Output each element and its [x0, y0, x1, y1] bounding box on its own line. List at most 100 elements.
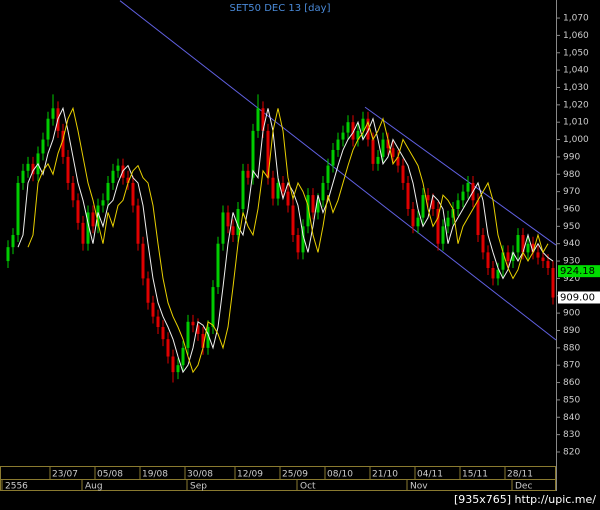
watermark: [935x765] http://upic.me/ [454, 493, 596, 506]
y-tick-label: 1,010 [563, 118, 589, 128]
date-label: 19/08 [142, 470, 168, 480]
candle-body [286, 191, 290, 206]
y-tick-label: 820 [563, 447, 580, 457]
y-tick-label: 950 [563, 222, 580, 232]
candle-body [356, 130, 360, 140]
candle-body [411, 208, 415, 227]
candle-body [441, 226, 445, 244]
date-label: 30/08 [187, 470, 213, 480]
date-label: 21/10 [372, 470, 398, 480]
candle-body [161, 327, 165, 340]
candle-body [76, 200, 80, 223]
candle-body [226, 212, 230, 227]
date-label: 25/09 [282, 470, 308, 480]
period-label: 2556 [5, 482, 28, 492]
ma-line [27, 106, 549, 374]
candle-body [461, 191, 465, 201]
y-tick-label: 850 [563, 395, 580, 405]
candle-body [111, 170, 115, 183]
candle-body [236, 208, 240, 236]
candle-body [221, 212, 225, 244]
candle-body [156, 316, 160, 328]
date-label: 28/11 [507, 470, 533, 480]
candle-body [181, 347, 185, 366]
price-tag-label: 924.18 [560, 266, 595, 277]
candle-body [46, 118, 50, 140]
candle-body [426, 195, 430, 201]
candle-body [101, 200, 105, 206]
candle-body [151, 302, 155, 317]
candle-body [491, 267, 495, 279]
y-tick-label: 880 [563, 343, 580, 353]
candle-body [521, 235, 525, 253]
candle-body [516, 235, 520, 253]
y-tick-label: 920 [563, 274, 580, 284]
candle-body [91, 212, 95, 227]
y-tick-label: 1,040 [563, 66, 589, 76]
candle-body [191, 321, 195, 326]
candle-body [321, 182, 325, 201]
candle-body [116, 165, 120, 171]
period-label: Sep [190, 482, 207, 492]
candle-body [391, 148, 395, 157]
candle-body [506, 252, 510, 262]
candle-body [311, 195, 315, 213]
candle-body [266, 130, 270, 178]
candle-body [366, 118, 370, 140]
candle-body [281, 182, 285, 192]
y-tick-label: 890 [563, 326, 580, 336]
y-tick-label: 960 [563, 204, 580, 214]
candle-body [86, 212, 90, 244]
trendline [364, 106, 557, 246]
candle-body [196, 325, 200, 334]
candle-body [231, 226, 235, 236]
candle-body [131, 182, 135, 206]
y-tick-label: 1,030 [563, 83, 589, 93]
candle-body [381, 139, 385, 157]
candle-body [176, 365, 180, 373]
candle-body [166, 339, 170, 357]
candle-body [96, 205, 100, 227]
date-label: 04/11 [417, 470, 443, 480]
candle-body [241, 170, 245, 209]
candle-body [386, 139, 390, 149]
candle-body [336, 139, 340, 150]
candle-body [476, 200, 480, 236]
price-tag [558, 265, 600, 278]
candle-body [246, 170, 250, 178]
candle-body [501, 252, 505, 270]
candle-body [41, 139, 45, 154]
period-label: Oct [300, 482, 316, 492]
candle-body [421, 195, 425, 218]
date-label: 15/11 [462, 470, 488, 480]
candle-body [511, 252, 515, 262]
candle-body [551, 267, 555, 298]
candle-body [136, 205, 140, 244]
candle-body [16, 182, 20, 236]
candle-body [106, 182, 110, 201]
candle-body [171, 356, 175, 373]
candle-body [541, 257, 545, 262]
candle-body [546, 261, 550, 268]
y-tick-label: 1,020 [563, 100, 589, 110]
candle-body [296, 235, 300, 253]
trendline [119, 0, 557, 341]
candle-body [446, 217, 450, 227]
candle-body [326, 165, 330, 183]
candle-body [466, 182, 470, 192]
y-tick-label: 870 [563, 361, 580, 371]
candle-body [481, 235, 485, 253]
y-tick-label: 900 [563, 309, 580, 319]
y-tick-label: 940 [563, 239, 580, 249]
candle-body [361, 118, 365, 131]
ma-line [17, 106, 554, 374]
candle-body [376, 156, 380, 164]
period-label: Dec [515, 482, 532, 492]
candle-body [496, 269, 500, 279]
candle-body [291, 205, 295, 236]
candle-body [71, 182, 75, 201]
candle-body [251, 130, 255, 178]
candle-body [21, 170, 25, 183]
candle-body [51, 108, 55, 119]
